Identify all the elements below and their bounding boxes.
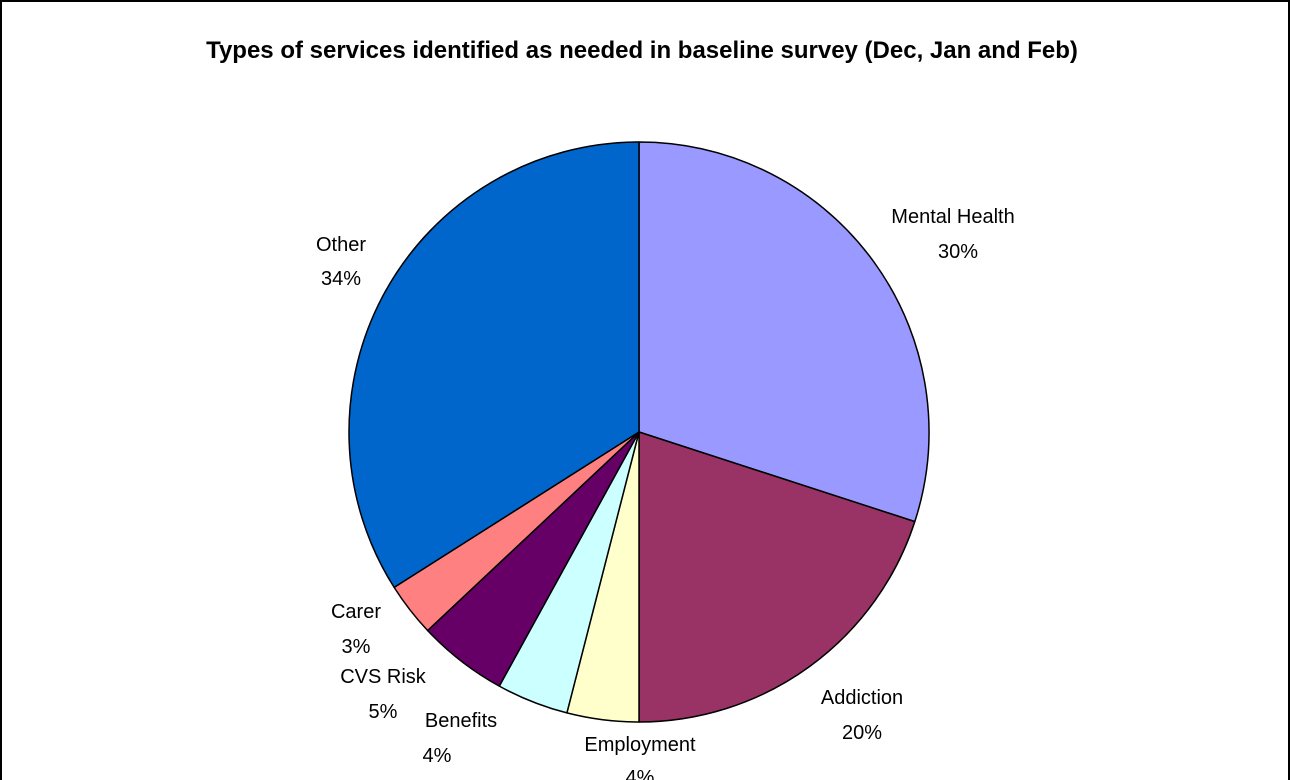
slice-label-other: Other bbox=[316, 234, 366, 256]
slice-value-addiction: 20% bbox=[842, 722, 882, 744]
slice-value-benefits: 4% bbox=[423, 745, 452, 767]
pie-slice-other bbox=[348, 141, 640, 589]
slice-value-mental-health: 30% bbox=[938, 241, 978, 263]
pie-labels: Mental Health 30% Addiction 20% Employment 4%… bbox=[316, 206, 1015, 780]
slice-label-mental-health: Mental Health bbox=[891, 206, 1014, 228]
slice-value-other: 34% bbox=[321, 268, 361, 290]
slice-label-addiction: Addiction bbox=[821, 687, 903, 709]
slice-value-employment: 4% bbox=[626, 767, 655, 780]
slice-label-benefits: Benefits bbox=[425, 710, 497, 732]
slice-value-carer: 3% bbox=[342, 636, 371, 658]
slice-label-carer: Carer bbox=[331, 601, 381, 623]
slice-label-employment: Employment bbox=[584, 734, 696, 756]
pie-slice-addiction bbox=[638, 431, 916, 723]
pie-slices bbox=[348, 141, 930, 723]
pie-slice-mental-health bbox=[638, 141, 930, 523]
slice-value-cvs-risk: 5% bbox=[369, 701, 398, 723]
slice-label-cvs-risk: CVS Risk bbox=[340, 666, 427, 688]
chart-title: Types of services identified as needed i… bbox=[206, 37, 1078, 64]
